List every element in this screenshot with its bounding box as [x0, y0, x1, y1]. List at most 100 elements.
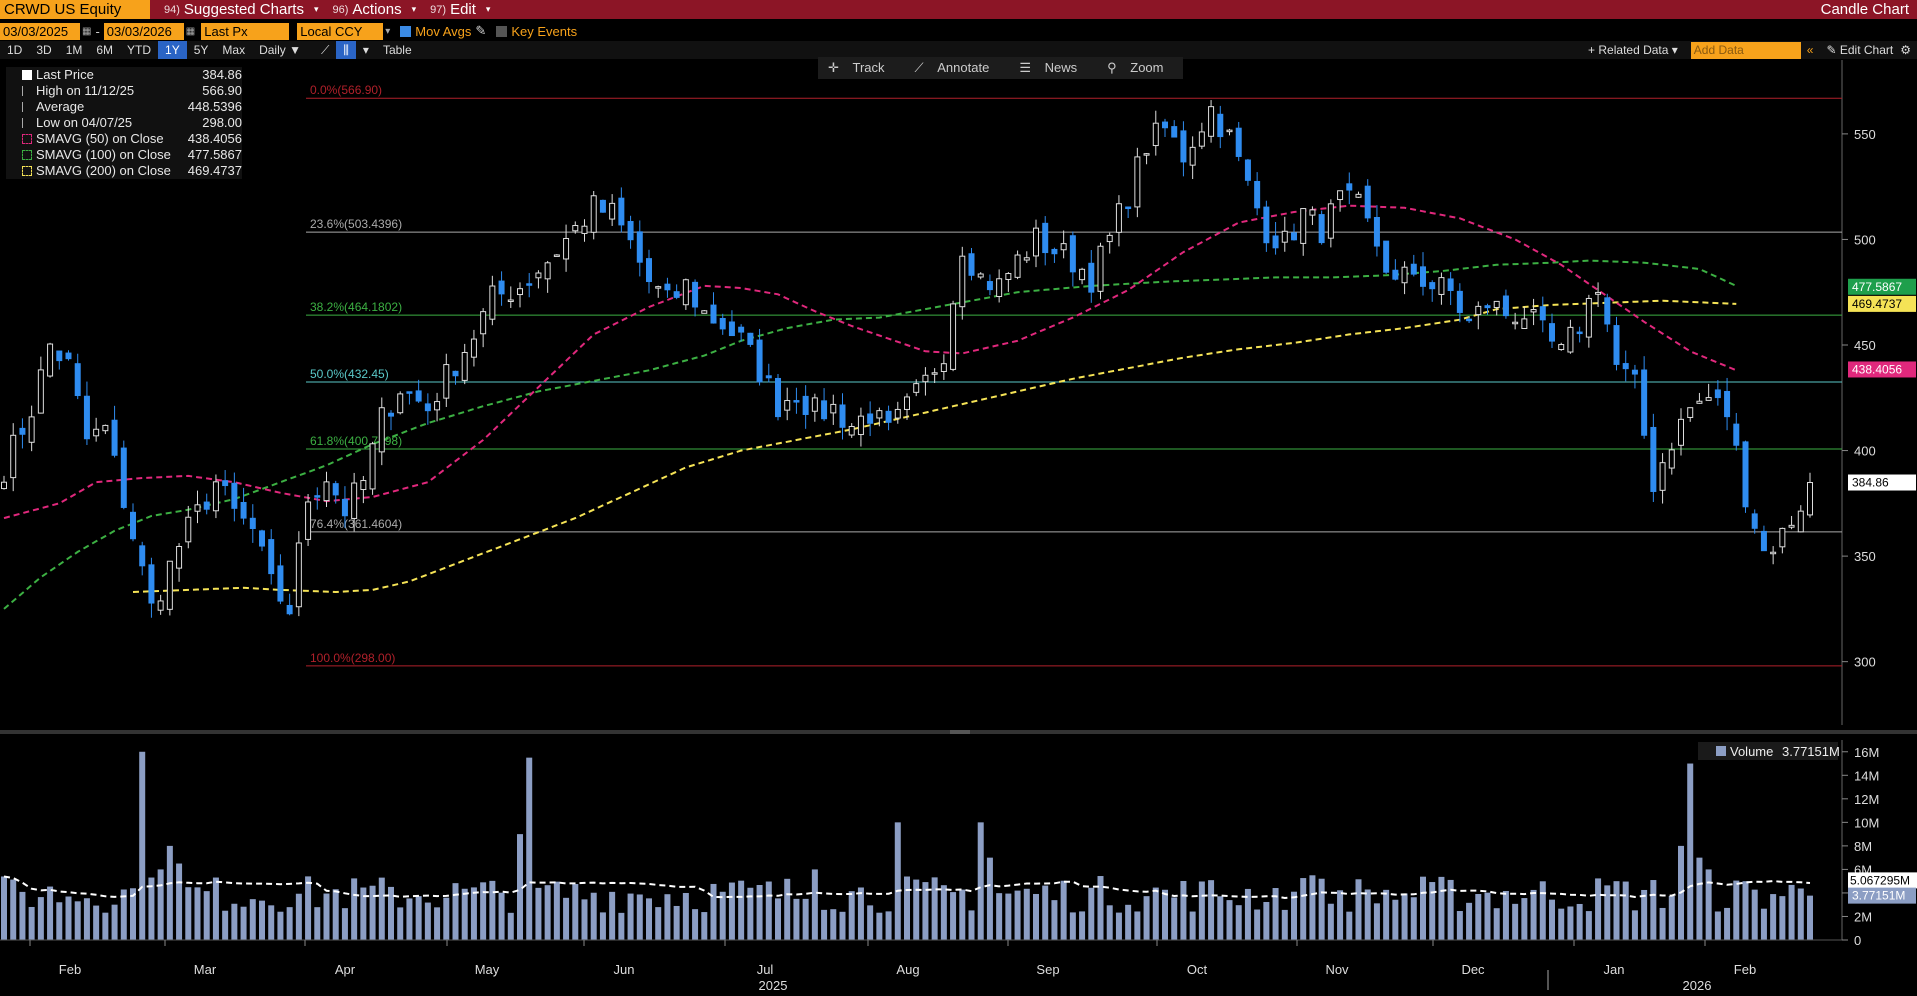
volume-bar [1687, 763, 1694, 940]
candle-down [203, 501, 210, 510]
table-button[interactable]: Table [382, 43, 412, 57]
volume-bar [397, 907, 404, 940]
volume-bar [719, 891, 726, 940]
legend-row[interactable]: SMAVG (200) on Close 469.4737 [6, 163, 242, 179]
candle-up [369, 443, 376, 490]
volume-bar [1493, 908, 1500, 940]
calendar-icon[interactable]: ▦ [82, 25, 92, 37]
candle-down [65, 352, 72, 360]
legend-row[interactable]: Last Price 384.86 [6, 67, 242, 83]
candle-down [1254, 180, 1261, 209]
actions-menu[interactable]: 96) Actions ▾ [333, 1, 417, 18]
candle-up [166, 560, 173, 610]
frequency-label: Daily [259, 43, 286, 57]
edit-chart-button[interactable]: ✎ Edit Chart [1826, 43, 1894, 57]
candle-up [922, 374, 929, 383]
candle-up [378, 407, 385, 453]
volume-bar [1208, 880, 1215, 940]
period-1d[interactable]: 1D [7, 43, 23, 57]
annotate-tool[interactable]: ⟋ Annotate [905, 60, 1010, 76]
volume-bar [553, 881, 560, 940]
menu-number: 97) [430, 3, 447, 16]
volume-bar [388, 886, 394, 940]
suggested-charts-menu[interactable]: 94) Suggested Charts ▾ [164, 1, 319, 18]
top-toolbar: CRWD US Equity 94) Suggested Charts ▾ 96… [0, 0, 1917, 19]
volume-bar [682, 892, 689, 940]
volume-bar [1088, 887, 1095, 940]
candle-up [830, 403, 837, 414]
legend-row[interactable]: SMAVG (50) on Close 438.4056 [6, 131, 242, 147]
legend-row[interactable]: Low on 04/07/25 298.00 [6, 115, 242, 131]
expand-icon[interactable]: « [1806, 43, 1814, 57]
volume-bar [1539, 881, 1546, 940]
y-tick-label: 300 [1854, 655, 1876, 670]
zoom-tool[interactable]: ⚲ Zoom [1097, 60, 1183, 76]
candle-up [848, 425, 855, 436]
period-5y[interactable]: 5Y [193, 43, 209, 57]
candle-chart-icon[interactable]: ⫼ [336, 41, 356, 59]
volume-bar [130, 888, 136, 940]
end-date-input[interactable]: 03/03/2026 [103, 22, 184, 40]
volume-bar [692, 909, 699, 940]
track-tool[interactable]: ✛ Track [818, 60, 905, 76]
chart-style-dropdown-icon[interactable]: ▾ [362, 43, 369, 57]
candle-down [222, 480, 229, 487]
volume-bar [37, 897, 44, 940]
candle-down [332, 483, 339, 496]
chart-legend: Last Price 384.86 High on 11/12/25 566.90 Av… [6, 67, 242, 179]
edit-menu[interactable]: 97) Edit ▾ [430, 1, 490, 18]
volume-bar [940, 885, 947, 940]
gear-icon[interactable]: ⚙ [1900, 43, 1911, 57]
candle-down [599, 199, 606, 213]
pencil-icon[interactable]: ✎ [475, 23, 487, 38]
volume-bar [1807, 895, 1813, 940]
ma200-value-tag-bg [1848, 295, 1916, 312]
volume-bar [461, 888, 468, 940]
dropdown-icon[interactable]: ▾ [385, 25, 391, 37]
mov-avgs-checkbox[interactable] [400, 25, 412, 37]
candle-chart[interactable]: 300 350 400 450 500 550 0.0%(566.90) 23.6%(503.… [0, 60, 1917, 990]
news-tool[interactable]: ☰ News [1009, 60, 1097, 76]
legend-row[interactable]: Average 448.5396 [6, 99, 242, 115]
period-6m[interactable]: 6M [96, 43, 114, 57]
candle-down [1318, 214, 1325, 244]
x-tick-label: Jul [757, 962, 774, 977]
calendar-icon[interactable]: ▦ [185, 25, 196, 37]
volume-bar [120, 889, 127, 940]
volume-bar [1235, 905, 1242, 940]
add-data-input[interactable]: Add Data [1690, 41, 1801, 59]
candle-down [415, 390, 422, 402]
zoom-label: Zoom [1130, 60, 1164, 75]
legend-row[interactable]: High on 11/12/25 566.90 [6, 83, 242, 99]
start-date-input[interactable]: 03/03/2025 [0, 22, 80, 40]
ticker-field[interactable]: CRWD US Equity [0, 0, 150, 19]
volume-bar [1125, 904, 1132, 940]
volume-bar [885, 911, 892, 940]
period-1y[interactable]: 1Y [158, 41, 187, 59]
related-data-button[interactable]: + Related Data ▾ [1588, 43, 1678, 57]
volume-bar [1659, 907, 1666, 940]
frequency-select[interactable]: Daily ▼ [259, 43, 301, 57]
candle-down [111, 419, 118, 456]
volume-bar [295, 893, 302, 940]
period-max[interactable]: Max [222, 43, 246, 57]
period-ytd[interactable]: YTD [127, 43, 152, 57]
currency-select[interactable]: Local CCY [297, 22, 384, 40]
fib-level-label: 76.4%(361.4604) [310, 517, 402, 531]
period-3d[interactable]: 3D [36, 43, 52, 57]
volume-bar [1106, 905, 1113, 940]
legend-label: SMAVG (100) on Close [36, 147, 171, 162]
price-field-select[interactable]: Last Px [201, 22, 290, 40]
candle-up [563, 238, 570, 260]
line-chart-icon[interactable]: ⟋ [320, 43, 330, 57]
candle-up [157, 600, 164, 611]
period-1m[interactable]: 1M [65, 43, 83, 57]
volume-bar [351, 878, 358, 940]
candle-up [489, 285, 496, 320]
candle-down [1484, 305, 1491, 309]
candle-up [1, 481, 7, 490]
key-events-checkbox[interactable] [496, 25, 508, 37]
volume-bar [1585, 911, 1592, 940]
edit-chart-label: Edit Chart [1839, 43, 1894, 57]
legend-row[interactable]: SMAVG (100) on Close 477.5867 [6, 147, 242, 163]
